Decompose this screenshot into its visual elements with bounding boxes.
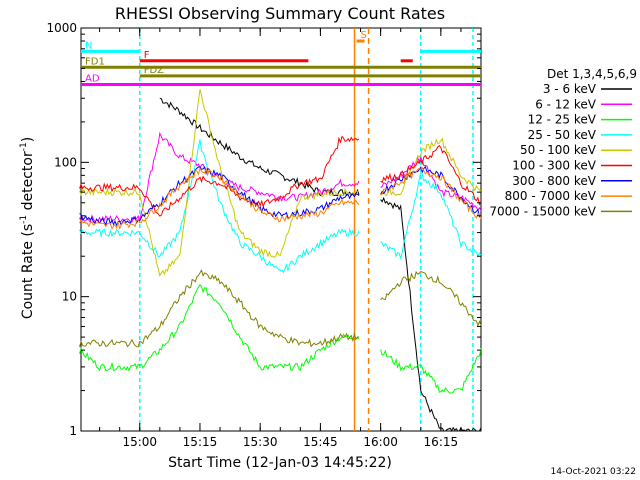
- y-axis-label: Count Rate (s-1 detector-1): [19, 137, 36, 319]
- legend-label: 7000 - 15000 keV: [489, 204, 596, 218]
- y-tick-label: 10: [62, 290, 77, 304]
- series-line-8: [79, 269, 482, 348]
- flag-label-ad: AD: [85, 73, 100, 84]
- series-line-4: [79, 89, 482, 277]
- y-label-mid: detector: [20, 151, 36, 215]
- legend-label: 25 - 50 keV: [528, 128, 597, 142]
- x-axis-ticks: 15:00 15:15 15:30 15:45 16:00 16:15: [99, 28, 482, 449]
- x-tick-label: 15:45: [303, 435, 338, 449]
- legend-label: 100 - 300 keV: [512, 159, 596, 173]
- y-label-exp1: -1: [19, 215, 29, 224]
- x-tick-label: 15:15: [183, 435, 218, 449]
- y-axis-ticks: 1 10 100 1000: [46, 21, 481, 438]
- legend-label: 6 - 12 keV: [535, 97, 597, 111]
- flag-bars: N F FD1 FDZ AD S: [81, 30, 481, 86]
- x-tick-label: 15:00: [122, 435, 157, 449]
- x-tick-label: 16:15: [424, 435, 459, 449]
- event-markers: [138, 28, 474, 431]
- series-line-5: [79, 135, 482, 217]
- y-tick-label: 1000: [46, 21, 77, 35]
- legend-label: 12 - 25 keV: [528, 113, 597, 127]
- x-tick-label: 16:00: [363, 435, 398, 449]
- legend-label: 300 - 800 keV: [512, 174, 596, 188]
- legend-label: 800 - 7000 keV: [505, 189, 597, 203]
- y-label-exp2: -1: [19, 142, 29, 151]
- y-tick-label: 100: [54, 155, 77, 169]
- x-tick-label: 15:30: [243, 435, 278, 449]
- series-line-0: [159, 97, 482, 432]
- y-tick-label: 1: [69, 424, 77, 438]
- flag-label-n: N: [85, 40, 92, 51]
- y-label-end: ): [20, 137, 36, 142]
- timestamp: 14-Oct-2021 03:22: [551, 467, 636, 477]
- legend-header: Det 1,3,4,5,6,9: [547, 67, 637, 81]
- legend-label: 50 - 100 keV: [520, 143, 597, 157]
- plot-frame: [80, 27, 482, 432]
- series-lines: [79, 89, 482, 432]
- chart-title: RHESSI Observing Summary Count Rates: [115, 4, 445, 23]
- flag-label-s: S: [361, 30, 367, 41]
- flag-label-fdz: FDZ: [144, 65, 164, 76]
- x-axis-label: Start Time (12-Jan-03 14:45:22): [168, 455, 392, 471]
- flag-label-f: F: [144, 50, 150, 61]
- series-line-7: [79, 166, 482, 231]
- flag-label-fd1: FD1: [85, 56, 105, 67]
- series-line-2: [79, 283, 482, 394]
- series-line-3: [79, 139, 482, 274]
- legend-label: 3 - 6 keV: [543, 82, 597, 96]
- y-label-main: Count Rate (s: [20, 224, 36, 319]
